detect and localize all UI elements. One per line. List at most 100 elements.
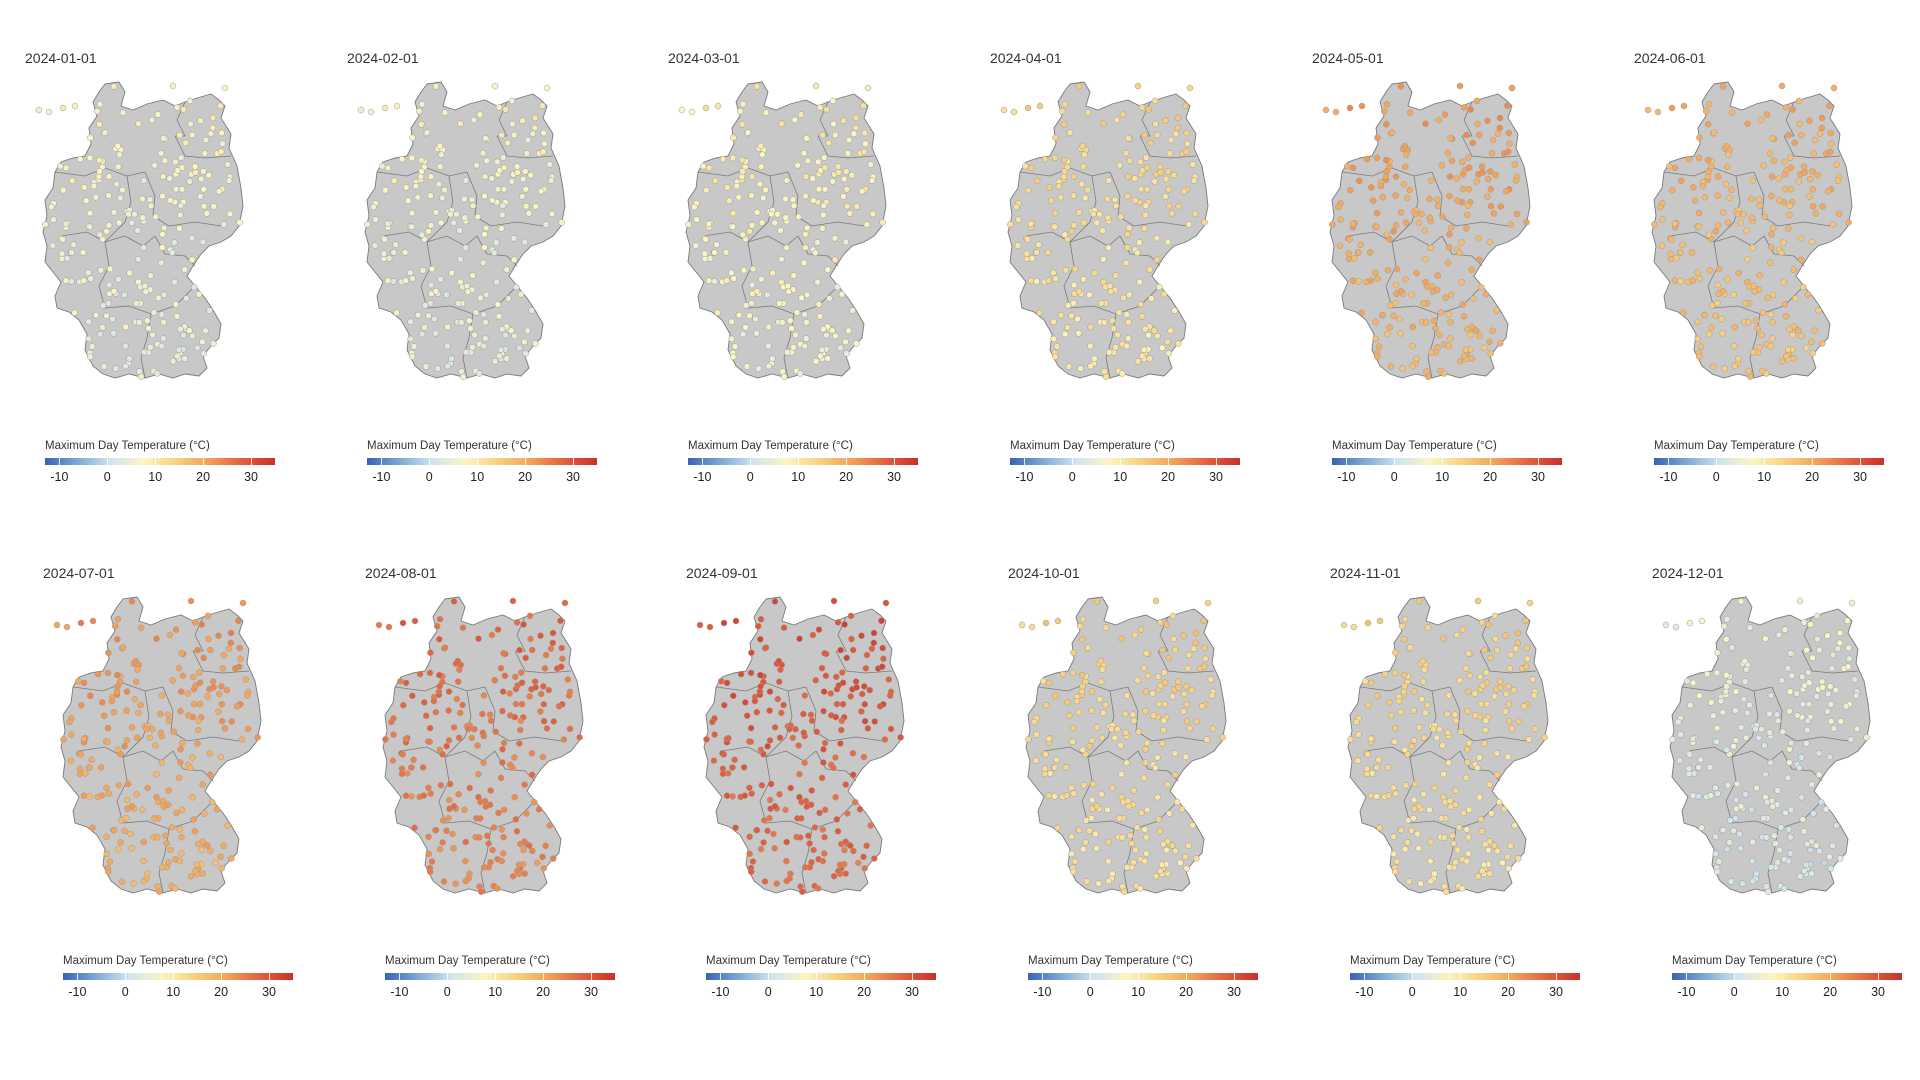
station-point — [1153, 131, 1161, 139]
station-point — [403, 184, 410, 191]
station-point — [221, 84, 229, 92]
station-point — [437, 782, 445, 789]
station-point — [1436, 331, 1443, 339]
station-point — [688, 108, 696, 116]
station-point — [1657, 203, 1664, 211]
station-point — [188, 235, 196, 242]
station-point — [87, 134, 94, 141]
station-point — [1719, 209, 1727, 216]
legend-title: Maximum Day Temperature (°C) — [385, 955, 550, 967]
station-point — [497, 664, 505, 672]
station-point — [1081, 151, 1088, 158]
station-point — [1070, 192, 1077, 199]
station-point — [1708, 699, 1715, 706]
station-point — [71, 309, 78, 317]
station-point — [1406, 186, 1413, 194]
station-point — [800, 259, 808, 267]
station-point — [795, 742, 802, 749]
station-point — [1785, 131, 1792, 139]
legend-tick-mark — [768, 973, 770, 980]
station-point — [1487, 654, 1494, 662]
station-point — [868, 177, 876, 184]
station-point — [35, 106, 43, 114]
station-point — [78, 701, 85, 709]
station-point — [1152, 873, 1160, 880]
station-point — [159, 231, 166, 238]
station-point — [1355, 278, 1362, 285]
station-point — [456, 666, 463, 673]
station-point — [728, 269, 735, 277]
station-point — [1749, 877, 1756, 885]
station-point — [1513, 210, 1521, 218]
station-point — [1477, 700, 1485, 708]
station-point — [1149, 690, 1156, 697]
station-point — [1496, 678, 1504, 685]
station-point — [210, 684, 217, 691]
station-point — [215, 708, 222, 715]
station-point — [1680, 102, 1688, 110]
station-point — [1133, 824, 1141, 831]
station-point — [1486, 338, 1493, 346]
station-point — [1075, 708, 1083, 716]
station-point — [764, 291, 771, 299]
legend-tick-label: 0 — [1712, 470, 1720, 484]
station-point — [80, 735, 88, 743]
station-point — [729, 209, 737, 217]
station-point — [1374, 275, 1381, 282]
station-point — [527, 171, 535, 179]
station-point — [1781, 185, 1789, 193]
station-point — [1126, 157, 1134, 165]
station-point — [126, 269, 133, 277]
station-point — [1057, 311, 1065, 319]
station-point — [702, 236, 709, 243]
station-point — [1388, 129, 1396, 136]
station-point — [803, 291, 811, 299]
station-point — [475, 770, 482, 778]
station-point — [1447, 803, 1455, 810]
station-point — [172, 626, 180, 633]
legend-color-bar — [1332, 458, 1562, 465]
station-point — [1482, 669, 1490, 676]
station-point — [489, 846, 496, 854]
station-point — [371, 242, 379, 249]
station-point — [795, 213, 803, 221]
station-point — [66, 718, 73, 726]
station-point — [87, 692, 94, 700]
station-point — [1118, 635, 1125, 642]
station-point — [1096, 210, 1103, 218]
station-point — [1108, 725, 1115, 733]
station-point — [1522, 663, 1530, 670]
legend-tick-label: 10 — [1453, 985, 1468, 999]
legend-tick-label: 20 — [1501, 985, 1516, 999]
station-point — [1372, 335, 1379, 343]
station-point — [882, 599, 890, 607]
station-point — [497, 774, 505, 782]
station-point — [118, 878, 126, 885]
station-point — [783, 857, 790, 865]
station-point — [1491, 842, 1498, 849]
station-point — [1695, 764, 1702, 771]
station-point — [1689, 792, 1697, 799]
station-point — [213, 806, 221, 813]
station-point — [520, 621, 527, 628]
station-point — [462, 177, 470, 184]
station-point — [510, 235, 518, 242]
country-outline — [382, 596, 584, 894]
station-point — [1422, 709, 1429, 717]
legend-tick-label: -10 — [1677, 985, 1696, 999]
station-point — [1346, 236, 1353, 243]
station-point — [841, 846, 848, 854]
station-point — [469, 344, 476, 351]
station-point — [85, 318, 92, 326]
station-point — [1714, 281, 1722, 289]
station-point — [499, 688, 507, 695]
station-point — [1383, 100, 1391, 108]
station-point — [1688, 249, 1696, 256]
station-point — [840, 175, 848, 183]
station-point — [466, 784, 473, 792]
station-point — [1174, 124, 1182, 132]
station-point — [59, 104, 67, 112]
station-point — [495, 104, 503, 111]
station-point — [125, 210, 132, 218]
station-point — [837, 646, 844, 654]
